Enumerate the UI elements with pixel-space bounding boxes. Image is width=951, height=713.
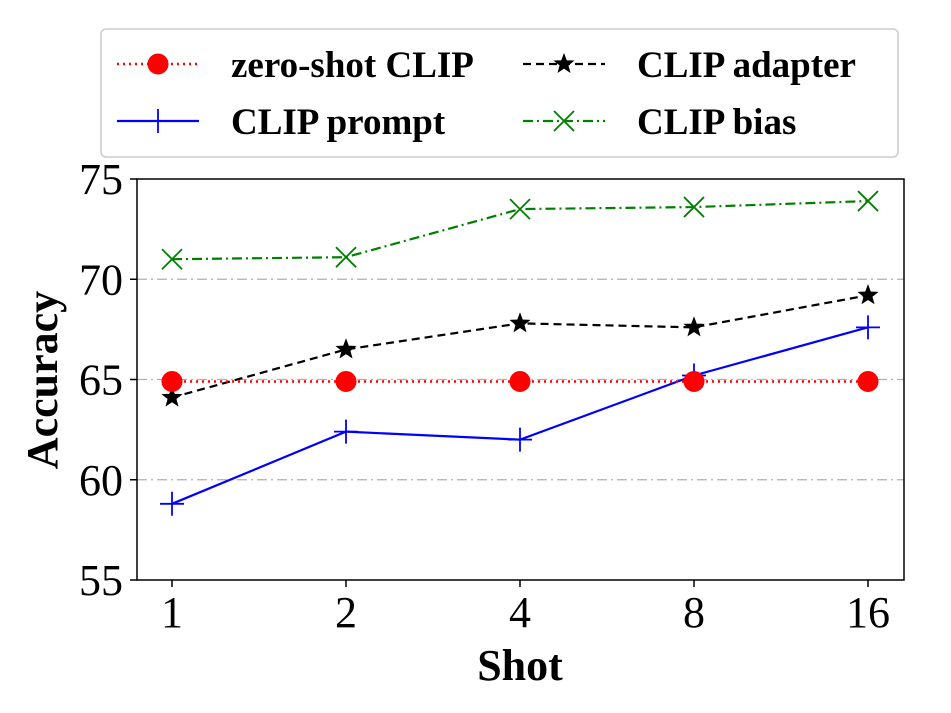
point-clip-prompt-16 xyxy=(856,315,880,340)
x-axis-title: Shot xyxy=(477,641,563,690)
point-zero-shot-clip-16 xyxy=(857,371,879,393)
series-clip-prompt xyxy=(160,315,880,516)
y-tick-label-70: 70 xyxy=(79,255,123,304)
point-clip-adapter-8 xyxy=(683,316,705,337)
point-zero-shot-clip-8 xyxy=(683,371,705,393)
point-clip-adapter-4 xyxy=(509,312,531,333)
legend-marker-zero-shot-clip xyxy=(147,53,169,75)
y-tick-label-65: 65 xyxy=(79,356,123,405)
legend: zero-shot CLIP CLIP adapter CLIP prompt CLI… xyxy=(117,45,856,143)
x-tick-label-8: 8 xyxy=(683,588,705,637)
series-zero-shot-clip xyxy=(161,371,879,393)
y-tick-label-75: 75 xyxy=(79,155,123,204)
series-clip-adapter xyxy=(161,284,879,407)
point-clip-adapter-1 xyxy=(161,386,183,407)
legend-label-clip-bias: CLIP bias xyxy=(637,102,796,143)
point-clip-bias-4 xyxy=(509,198,531,220)
legend-item-clip-adapter: CLIP adapter xyxy=(523,45,856,86)
x-tick-label-16: 16 xyxy=(846,588,890,637)
x-tick-label-1: 1 xyxy=(161,588,183,637)
legend-box xyxy=(100,28,899,158)
legend-item-clip-prompt: CLIP prompt xyxy=(117,102,446,143)
legend-label-clip-adapter: CLIP adapter xyxy=(637,45,856,86)
y-tick-label-55: 55 xyxy=(79,556,123,605)
legend-marker-clip-adapter xyxy=(553,52,575,74)
point-clip-bias-1 xyxy=(161,248,183,270)
series-clip-bias xyxy=(161,190,879,270)
y-axis: 55 60 65 70 75 xyxy=(79,155,137,605)
point-clip-prompt-4 xyxy=(508,427,532,452)
legend-marker-clip-bias xyxy=(553,110,575,132)
x-tick-label-4: 4 xyxy=(509,588,531,637)
y-tick-label-60: 60 xyxy=(79,456,123,505)
legend-label-clip-prompt: CLIP prompt xyxy=(231,102,446,143)
legend-item-zero-shot-clip: zero-shot CLIP xyxy=(117,45,474,86)
point-clip-bias-8 xyxy=(683,196,705,218)
point-clip-bias-16 xyxy=(857,190,879,212)
point-clip-prompt-2 xyxy=(334,419,358,444)
x-tick-label-2: 2 xyxy=(335,588,357,637)
point-zero-shot-clip-2 xyxy=(335,371,357,393)
point-zero-shot-clip-1 xyxy=(161,371,183,393)
y-axis-title: Accuracy xyxy=(18,291,67,469)
series xyxy=(160,190,880,516)
x-axis: 1 2 4 8 16 xyxy=(161,580,890,637)
point-clip-bias-2 xyxy=(335,246,357,268)
legend-label-zero-shot-clip: zero-shot CLIP xyxy=(231,45,474,86)
point-clip-prompt-1 xyxy=(160,491,184,516)
legend-marker-clip-prompt xyxy=(146,109,170,133)
legend-item-clip-bias: CLIP bias xyxy=(523,102,796,143)
point-zero-shot-clip-4 xyxy=(509,371,531,393)
series-line-clip-prompt xyxy=(171,326,869,505)
point-clip-adapter-2 xyxy=(335,338,357,359)
point-clip-adapter-16 xyxy=(857,284,879,305)
